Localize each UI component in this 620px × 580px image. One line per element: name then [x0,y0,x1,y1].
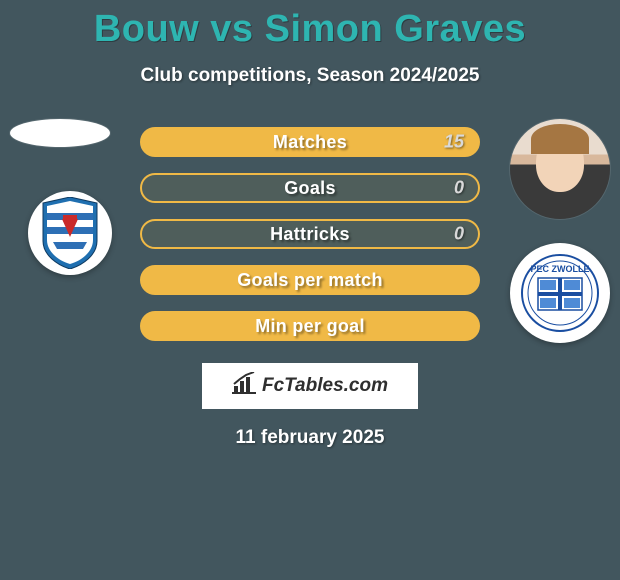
stat-bar-goals: Goals 0 [140,173,480,203]
stat-value: 15 [444,132,464,153]
stat-value: 0 [454,224,464,245]
stat-label: Min per goal [255,316,365,337]
stat-label: Goals [284,178,336,199]
stat-bar-matches: Matches 15 [140,127,480,157]
comparison-content: PEC ZWOLLE Matches 15 Goals 0 H [0,127,620,449]
comparison-date: 11 february 2025 [0,427,620,449]
heerenveen-icon [39,197,101,269]
player-left-avatar [10,119,110,147]
stat-bar-min-per-goal: Min per goal [140,311,480,341]
pec-zwolle-icon: PEC ZWOLLE [521,254,599,332]
stat-label: Matches [273,132,347,153]
stat-bar-hattricks: Hattricks 0 [140,219,480,249]
svg-text:PEC ZWOLLE: PEC ZWOLLE [531,264,590,274]
stat-bar-goals-per-match: Goals per match [140,265,480,295]
branding-text: FcTables.com [262,375,388,397]
stat-label: Hattricks [270,224,350,245]
page-title: Bouw vs Simon Graves [0,0,620,51]
chart-icon [232,372,256,400]
page-subtitle: Club competitions, Season 2024/2025 [0,65,620,87]
stat-value: 0 [454,178,464,199]
stat-label: Goals per match [237,270,383,291]
player-right-avatar [510,119,610,219]
club-left-badge [28,191,112,275]
branding-badge: FcTables.com [202,363,418,409]
stat-bars: Matches 15 Goals 0 Hattricks 0 Goals per… [140,127,480,341]
club-right-badge: PEC ZWOLLE [510,243,610,343]
